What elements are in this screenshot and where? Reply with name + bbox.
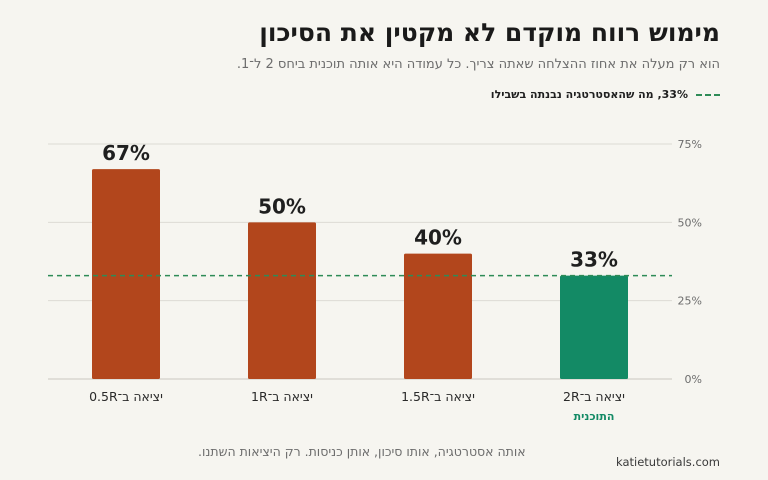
x-tick-label: יציאה ב־0.5R — [89, 389, 163, 404]
bar — [248, 222, 316, 379]
legend: 33%, מה שהאסטרטגיה נבנתה בשבילו — [491, 88, 720, 101]
y-tick-label: 50% — [678, 216, 702, 229]
legend-label: 33%, מה שהאסטרטגיה נבנתה בשבילו — [490, 88, 688, 101]
bar — [92, 169, 160, 379]
bar-value-label: 67% — [102, 141, 150, 165]
x-tick-label: יציאה ב־2R — [563, 389, 625, 404]
footer-site: katietutorials.com — [616, 455, 720, 469]
y-tick-label: 25% — [678, 295, 702, 308]
x-tick-label: יציאה ב־1.5R — [401, 389, 475, 404]
bar-value-label: 40% — [414, 226, 462, 250]
chart-subtitle: הוא רק מעלה את אחוז ההצלחה שאתה צריך. כל… — [236, 57, 720, 72]
legend-dashed-line-swatch — [696, 93, 720, 96]
bar-value-label: 50% — [258, 194, 306, 218]
y-tick-label: 0% — [685, 373, 702, 386]
x-tick-sublabel: התוכנית — [574, 410, 615, 423]
bar-value-label: 33% — [570, 248, 618, 272]
x-tick-label: יציאה ב־1R — [251, 389, 313, 404]
chart-title: מימוש רווח מוקדם לא מקטין את הסיכון — [259, 18, 720, 47]
bar — [560, 275, 628, 379]
bar — [404, 253, 472, 379]
y-tick-label: 75% — [678, 138, 702, 151]
footer-note: אותה אסטרטגיה, אותו סיכון, אותן כניסות. … — [198, 444, 526, 459]
